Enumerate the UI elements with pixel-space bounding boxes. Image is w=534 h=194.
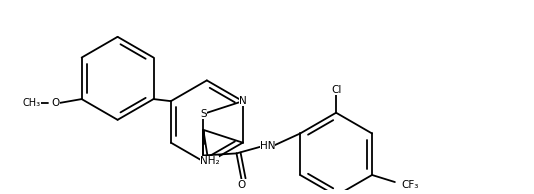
Text: S: S <box>200 109 207 119</box>
Text: O: O <box>237 179 246 190</box>
Text: NH₂: NH₂ <box>200 156 219 166</box>
Text: O: O <box>51 98 60 108</box>
Text: CH₃: CH₃ <box>23 98 41 108</box>
Text: Cl: Cl <box>331 85 341 95</box>
Text: HN: HN <box>260 141 276 151</box>
Text: N: N <box>239 96 247 106</box>
Text: CF₃: CF₃ <box>401 180 419 190</box>
